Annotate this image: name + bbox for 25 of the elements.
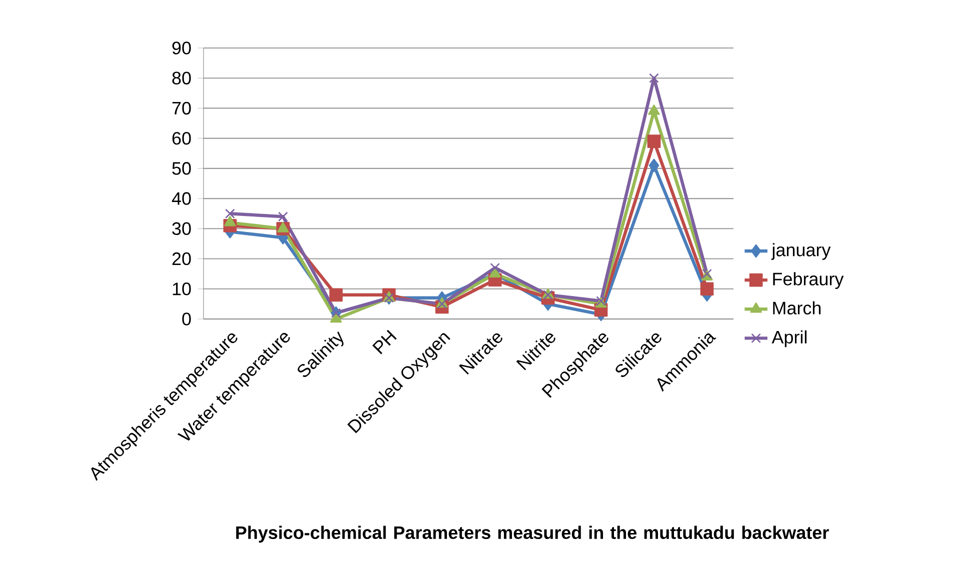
legend-label: April [772,330,806,348]
legend-label: March [773,301,821,314]
y-tick-label: 90 [172,42,191,54]
y-tick-label: 0 [182,312,191,326]
point [329,288,343,302]
y-tick-label: 50 [172,162,191,175]
point [489,267,501,278]
legend-label: january [771,243,831,260]
point [278,212,288,222]
y-tick-label: 60 [172,132,191,145]
point [700,282,714,296]
point [490,262,500,273]
legend-label: Febraury [773,272,844,289]
x-axis-title: Physico-chemical Parameters measured in the muttukadu backwater [236,526,829,543]
x-tick-label: PH [372,330,397,354]
y-tick-label: 80 [172,72,191,84]
point [225,208,235,219]
y-tick-label: 20 [172,252,191,266]
y-tick-label: 70 [172,102,191,115]
point [649,73,659,84]
point [647,134,661,148]
y-tick-label: 40 [172,192,191,205]
point [648,158,660,172]
y-tick-label: 10 [172,282,191,296]
y-tick-label: 30 [172,222,191,236]
